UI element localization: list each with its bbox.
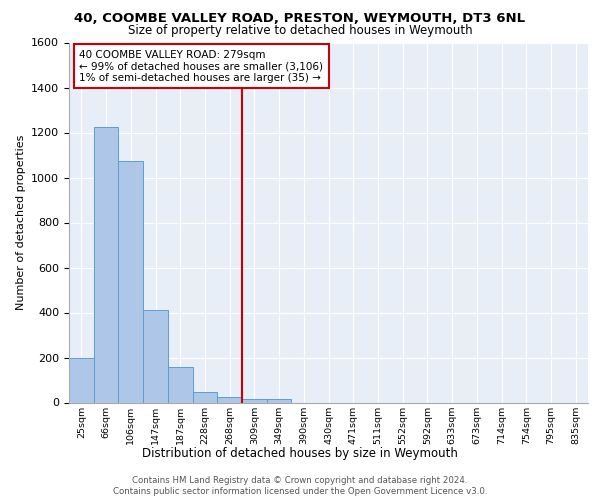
- Text: 40, COOMBE VALLEY ROAD, PRESTON, WEYMOUTH, DT3 6NL: 40, COOMBE VALLEY ROAD, PRESTON, WEYMOUT…: [74, 12, 526, 26]
- Text: Size of property relative to detached houses in Weymouth: Size of property relative to detached ho…: [128, 24, 472, 37]
- Bar: [267, 399, 292, 402]
- Bar: [242, 399, 267, 402]
- Bar: [118, 160, 143, 402]
- Bar: [94, 127, 118, 402]
- Bar: [168, 366, 193, 402]
- Text: Contains public sector information licensed under the Open Government Licence v3: Contains public sector information licen…: [113, 488, 487, 496]
- Text: Contains HM Land Registry data © Crown copyright and database right 2024.: Contains HM Land Registry data © Crown c…: [132, 476, 468, 485]
- Text: Distribution of detached houses by size in Weymouth: Distribution of detached houses by size …: [142, 448, 458, 460]
- Bar: [193, 392, 217, 402]
- Bar: [69, 358, 94, 403]
- Bar: [217, 397, 242, 402]
- Text: 40 COOMBE VALLEY ROAD: 279sqm
← 99% of detached houses are smaller (3,106)
1% of: 40 COOMBE VALLEY ROAD: 279sqm ← 99% of d…: [79, 50, 323, 83]
- Y-axis label: Number of detached properties: Number of detached properties: [16, 135, 26, 310]
- Bar: [143, 310, 168, 402]
